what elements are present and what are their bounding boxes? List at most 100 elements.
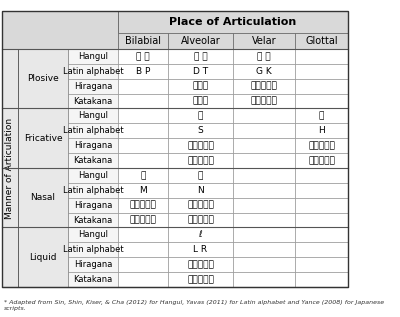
Bar [233, 64, 295, 79]
Text: まみむめも: まみむめも [130, 201, 156, 210]
Bar [233, 183, 295, 198]
Text: M: M [139, 186, 147, 195]
Text: Nasal: Nasal [30, 193, 56, 202]
Text: ㅎ: ㅎ [319, 112, 324, 120]
Bar [68, 228, 118, 243]
Bar [2, 11, 118, 49]
Text: タテト: タテト [192, 97, 208, 106]
Text: Latin alphabet: Latin alphabet [63, 186, 123, 195]
Text: Manner of Articulation: Manner of Articulation [6, 117, 14, 218]
Bar [168, 153, 233, 168]
Text: Latin alphabet: Latin alphabet [63, 67, 123, 76]
Text: N: N [197, 186, 204, 195]
Bar [168, 168, 233, 183]
Bar [18, 168, 68, 228]
Text: 사시수세소: 사시수세소 [187, 141, 214, 150]
Text: L R: L R [194, 245, 208, 254]
Bar [168, 108, 233, 123]
Bar [295, 79, 348, 94]
Bar [68, 123, 118, 138]
Bar [233, 228, 295, 243]
Text: ラリルレロ: ラリルレロ [187, 275, 214, 284]
Bar [118, 257, 168, 272]
Text: 하히후헤호: 하히후헤호 [308, 141, 335, 150]
Bar [233, 168, 295, 183]
Bar [295, 94, 348, 108]
Bar [68, 153, 118, 168]
Text: Hiragana: Hiragana [74, 260, 112, 269]
Bar [233, 198, 295, 213]
Text: かきくけこ: かきくけこ [250, 82, 278, 91]
Text: ㄴ: ㄴ [198, 171, 203, 180]
Text: Velar: Velar [252, 36, 276, 46]
Bar [168, 64, 233, 79]
Bar [68, 64, 118, 79]
Bar [233, 108, 295, 123]
Text: Katakana: Katakana [73, 275, 113, 284]
Bar [233, 153, 295, 168]
Bar [2, 11, 348, 287]
Bar [295, 228, 348, 243]
Bar [18, 108, 68, 168]
Bar [233, 49, 295, 64]
Bar [295, 272, 348, 287]
Text: Glottal: Glottal [305, 36, 338, 46]
Bar [118, 33, 168, 49]
Bar [233, 94, 295, 108]
Bar [168, 272, 233, 287]
Text: ℓ: ℓ [199, 230, 202, 239]
Bar [68, 108, 118, 123]
Bar [118, 94, 168, 108]
Bar [18, 49, 68, 108]
Bar [233, 257, 295, 272]
Bar [168, 138, 233, 153]
Bar [68, 94, 118, 108]
Bar [233, 243, 295, 257]
Text: Hangul: Hangul [78, 230, 108, 239]
Bar [168, 123, 233, 138]
Bar [68, 138, 118, 153]
Bar [295, 108, 348, 123]
Bar [295, 33, 348, 49]
Bar [233, 213, 295, 228]
Text: カキクケコ: カキクケコ [250, 97, 278, 106]
Text: ㄷ ㄸ: ㄷ ㄸ [194, 52, 207, 61]
Bar [118, 138, 168, 153]
Bar [118, 272, 168, 287]
Text: ナニヌネノ: ナニヌネノ [187, 216, 214, 224]
Bar [295, 64, 348, 79]
Bar [68, 198, 118, 213]
Bar [118, 11, 348, 33]
Bar [168, 198, 233, 213]
Bar [68, 213, 118, 228]
Bar [18, 228, 68, 287]
Bar [295, 168, 348, 183]
Bar [68, 168, 118, 183]
Bar [118, 64, 168, 79]
Bar [233, 272, 295, 287]
Text: Latin alphabet: Latin alphabet [63, 126, 123, 135]
Text: ㅅ: ㅅ [198, 112, 203, 120]
Bar [233, 33, 295, 49]
Bar [233, 123, 295, 138]
Bar [118, 49, 168, 64]
Bar [295, 138, 348, 153]
Bar [68, 183, 118, 198]
Bar [295, 198, 348, 213]
Bar [168, 94, 233, 108]
Text: Katakana: Katakana [73, 97, 113, 106]
Bar [118, 153, 168, 168]
Bar [295, 257, 348, 272]
Text: Liquid: Liquid [29, 253, 57, 262]
Text: Plosive: Plosive [27, 74, 59, 83]
Bar [68, 79, 118, 94]
Text: サシスセソ: サシスセソ [187, 156, 214, 165]
Bar [168, 213, 233, 228]
Bar [68, 243, 118, 257]
Bar [118, 183, 168, 198]
Text: ㄱ ㄲ: ㄱ ㄲ [136, 52, 150, 61]
Bar [118, 243, 168, 257]
Text: Latin alphabet: Latin alphabet [63, 245, 123, 254]
Bar [233, 138, 295, 153]
Text: Hiragana: Hiragana [74, 201, 112, 210]
